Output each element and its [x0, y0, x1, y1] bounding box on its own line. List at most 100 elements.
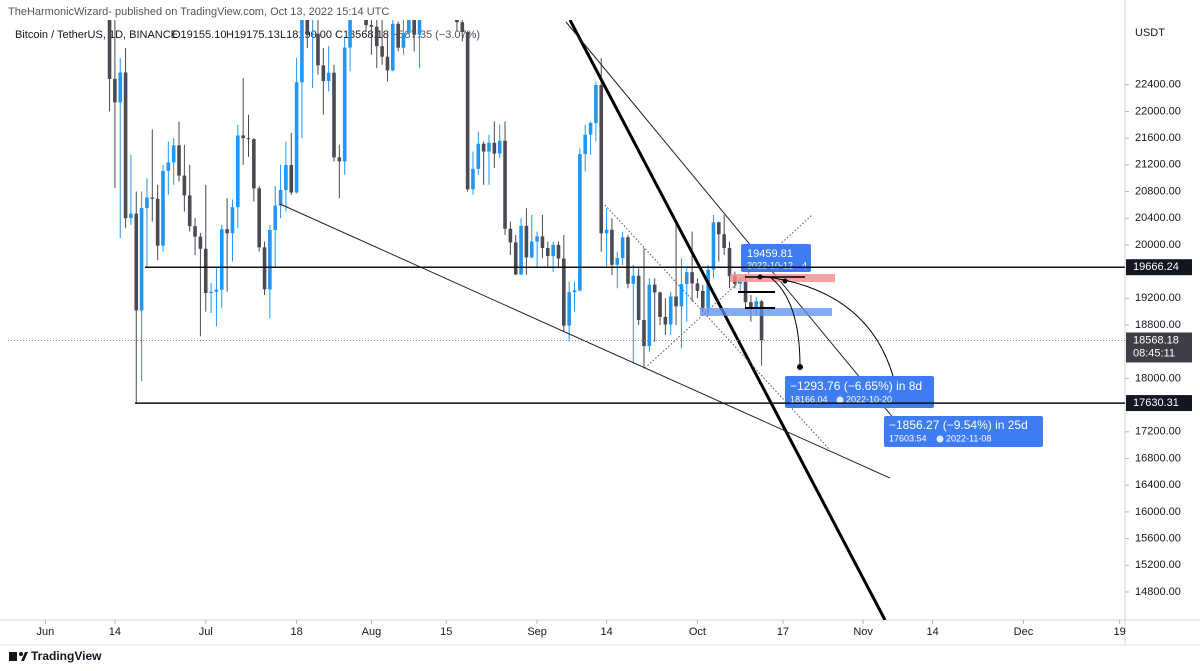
candle-body: [487, 142, 491, 152]
y-tick-label: 16400.00: [1135, 479, 1181, 491]
drawings: [279, 20, 899, 620]
brand: TradingView: [31, 649, 102, 663]
candle-body: [391, 23, 395, 71]
candle-body: [497, 140, 502, 154]
candle-body: [134, 213, 139, 311]
zone-box: [730, 274, 835, 282]
y-tick-label: 21600.00: [1135, 132, 1181, 144]
x-tick-label: Nov: [853, 626, 873, 638]
axis-unit: USDT: [1135, 27, 1165, 39]
candle-body: [556, 244, 561, 259]
candle-body: [460, 22, 465, 33]
y-tick-label: 20000.00: [1135, 239, 1181, 251]
x-tick-label: 14: [926, 626, 938, 638]
candle-body: [139, 207, 144, 311]
candle-body: [529, 241, 534, 258]
projection-point: [757, 274, 763, 280]
candle-body: [578, 154, 582, 291]
candle-body: [465, 32, 470, 190]
dotted-line: [644, 214, 813, 369]
candle-body: [278, 189, 283, 206]
y-tick-label: 20400.00: [1135, 212, 1181, 224]
y-tick-label: 22400.00: [1135, 79, 1181, 91]
annotation-title: −1293.76 (−6.65%) in 8d: [790, 379, 922, 393]
x-tick-label: 15: [440, 626, 452, 638]
price-tag: [1126, 259, 1192, 276]
candle-body: [695, 283, 700, 291]
candle-body: [620, 237, 625, 259]
x-tick-label: Sep: [527, 626, 547, 638]
candle-body: [636, 275, 641, 320]
candle-body: [481, 143, 486, 152]
y-tick-label: 17200.00: [1135, 426, 1181, 438]
candle-body: [241, 135, 245, 139]
x-tick-label: Jun: [37, 626, 55, 638]
candle-body: [545, 248, 550, 257]
x-tick-label: 17: [777, 626, 789, 638]
candle-body: [476, 143, 481, 169]
candle-body: [310, 33, 315, 35]
candle-body: [294, 82, 299, 193]
logo: [9, 652, 28, 661]
candle-body: [268, 229, 272, 290]
projection-arrow: [769, 276, 801, 367]
annotation-price: 18166.04: [790, 394, 828, 404]
candle-body: [513, 242, 518, 275]
candle-body: [145, 197, 149, 208]
candle-body: [594, 85, 598, 123]
x-tick-label: Dec: [1014, 626, 1034, 638]
price-tag-label: 19666.24: [1133, 261, 1179, 273]
candle-body: [150, 197, 155, 199]
y-tick-label: 21200.00: [1135, 159, 1181, 171]
candle-body: [401, 32, 406, 48]
candle-body: [690, 272, 694, 284]
candle-body: [588, 122, 593, 135]
candle-body: [364, 20, 368, 26]
ohlc-open: O19155.10: [172, 29, 226, 41]
y-tick-label: 15600.00: [1135, 532, 1181, 544]
candle-body: [658, 292, 662, 317]
y-tick-label: 22000.00: [1135, 105, 1181, 117]
annotation-price: 17603.54: [889, 433, 927, 443]
annotation-date: 2022-11-08: [946, 433, 991, 443]
y-tick-label: 20800.00: [1135, 185, 1181, 197]
dotted-line: [604, 204, 831, 451]
candle-body: [567, 292, 571, 326]
candle-body: [198, 236, 203, 249]
candle-body: [615, 258, 620, 265]
candle-body: [161, 170, 165, 246]
candle-body: [727, 247, 732, 277]
candle-body: [749, 302, 753, 309]
candle-body: [631, 275, 636, 284]
candle-body: [562, 258, 566, 326]
candle-body: [129, 213, 133, 219]
candle-body: [113, 78, 117, 103]
projection-arrow: [759, 275, 899, 399]
candle-body: [289, 165, 294, 193]
candle-body: [679, 284, 684, 307]
y-tick-label: 19200.00: [1135, 292, 1181, 304]
candle-body: [700, 290, 705, 308]
candle-body: [369, 25, 374, 27]
symbol: Bitcoin / TetherUS, 1D, BINANCE: [15, 29, 178, 41]
candle-body: [717, 222, 721, 235]
candle-body: [171, 145, 176, 163]
zone-box: [700, 308, 832, 316]
candle-body: [503, 140, 507, 229]
candle-body: [407, 20, 411, 33]
publish-info: TheHarmonicWizard- published on TradingV…: [8, 6, 389, 18]
annotation-title: 19459.81: [747, 248, 793, 260]
candle-body: [508, 228, 513, 243]
candle-body: [759, 301, 764, 341]
candle-body: [385, 56, 390, 71]
annotation-box: [785, 376, 934, 408]
candle-body: [626, 237, 630, 284]
candle-body: [203, 248, 208, 294]
candle-body: [519, 225, 523, 275]
candle-body: [193, 226, 197, 237]
y-tick-label: 15200.00: [1135, 559, 1181, 571]
candle-body: [326, 72, 331, 82]
candle-body: [230, 207, 235, 234]
trendline: [568, 20, 887, 620]
